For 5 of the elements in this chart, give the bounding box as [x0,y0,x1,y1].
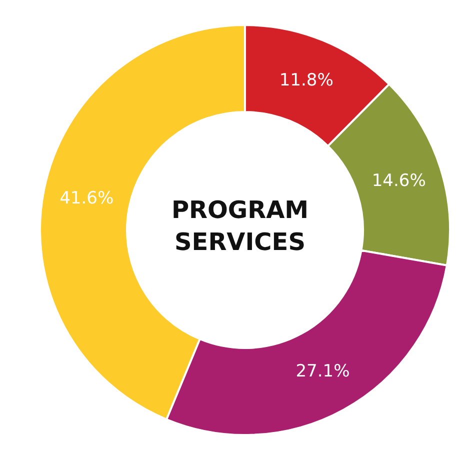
data-label: 11.8% [279,70,334,91]
data-label: 14.6% [372,170,426,191]
data-label: 27.1% [296,362,350,382]
text: PROGRAM SERVICES [171,196,309,256]
data-label: 41.6% [60,188,114,208]
